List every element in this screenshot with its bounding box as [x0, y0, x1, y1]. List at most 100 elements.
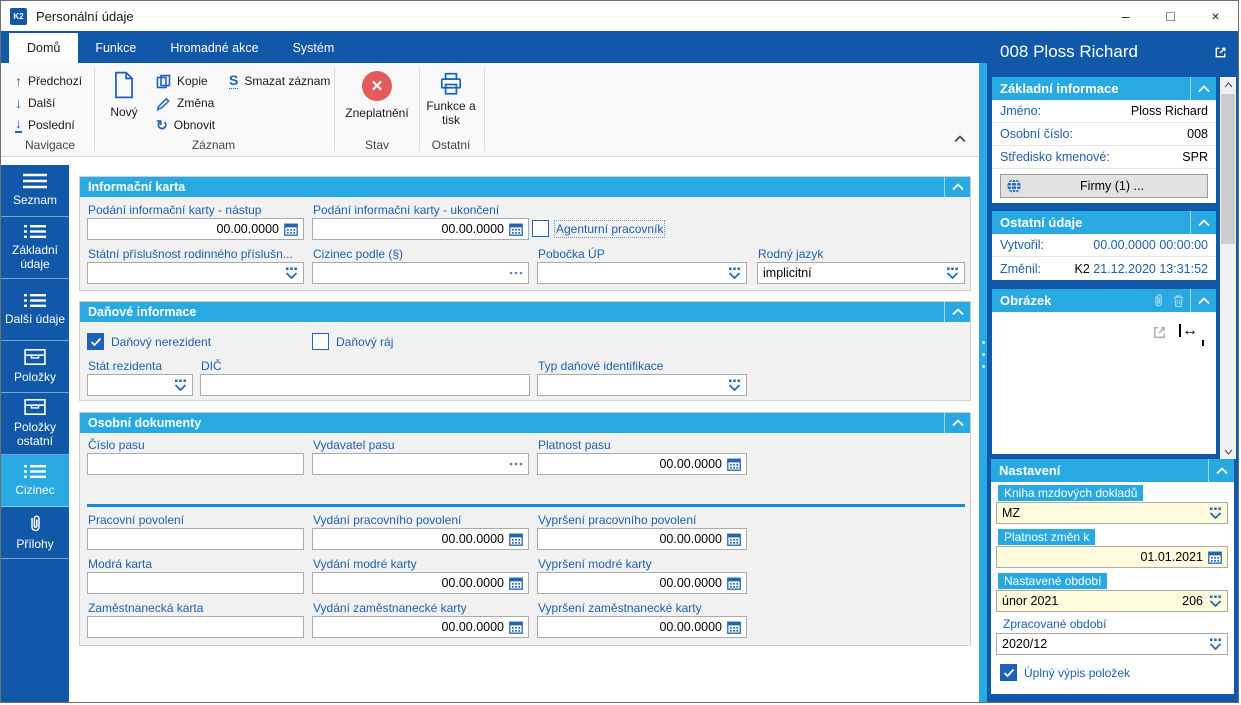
calendar-icon	[727, 621, 741, 634]
sidebar-item-polozky-ostatni[interactable]: Položky ostatní	[1, 393, 69, 455]
field-dic[interactable]	[200, 374, 530, 396]
info-row-stredisko: Středisko kmenové: SPR	[992, 146, 1216, 169]
tab-system[interactable]: Systém	[292, 41, 335, 55]
panel-scrollbar[interactable]	[1220, 77, 1236, 459]
functions-print-button[interactable]: Funkce a tisk	[422, 71, 480, 128]
field-typ-danove-identifikace[interactable]	[537, 374, 747, 396]
field-podani-ukonceni[interactable]: 00.00.0000	[312, 218, 529, 240]
collapse-chevron[interactable]	[1190, 211, 1216, 234]
collapse-chevron[interactable]	[1190, 289, 1216, 312]
field-zamestnanecka-karta[interactable]	[87, 616, 304, 638]
checkbox-danovy-raj[interactable]: Daňový ráj	[312, 333, 393, 350]
close-button[interactable]: ×	[1211, 8, 1220, 24]
copy-icon	[156, 74, 171, 88]
open-image-icon[interactable]	[1151, 324, 1168, 341]
new-button[interactable]: Nový	[101, 71, 147, 119]
section-header: Informační karta	[80, 177, 970, 197]
field-modra-karta[interactable]	[87, 572, 304, 594]
label-kniha-mzdovych-dokladu: Kniha mzdových dokladů	[998, 485, 1144, 501]
next-button[interactable]: ↓ Další	[15, 95, 56, 111]
field-platnost-zmen-k[interactable]: 01.01.2021	[996, 546, 1228, 568]
ellipsis-icon	[509, 271, 523, 275]
image-placeholder[interactable]: ↔	[992, 312, 1216, 454]
field-nastavene-obdobi[interactable]: únor 2021 206	[996, 590, 1228, 612]
field-platnost-pasu[interactable]: 00.00.0000	[537, 453, 747, 475]
panel-section-nastaveni: Nastavení Kniha mzdových dokladů MZ Plat…	[991, 459, 1234, 694]
change-button[interactable]: Změna	[156, 93, 214, 113]
tab-domu[interactable]: Domů	[9, 33, 79, 63]
previous-button[interactable]: ↑ Předchozí	[15, 73, 83, 89]
refresh-icon: ↻	[156, 117, 168, 133]
sidebar-item-zakladni-udaje[interactable]: Základní údaje	[1, 217, 69, 279]
field-pracovni-povoleni[interactable]	[87, 528, 304, 550]
field-statni-prislusnost[interactable]	[87, 262, 304, 284]
field-kniha-mzdovych-dokladu[interactable]: MZ	[996, 502, 1228, 524]
info-row-osobni-cislo: Osobní číslo: 008	[992, 123, 1216, 146]
field-cislo-pasu[interactable]	[87, 453, 304, 475]
checkbox-uplny-vypis-polozek[interactable]: Úplný výpis položek	[1000, 664, 1130, 681]
delete-image-icon[interactable]	[1172, 294, 1185, 308]
sidebar-item-cizinec[interactable]: Cizinec	[1, 455, 69, 507]
sidebar-item-seznam[interactable]: Seznam	[1, 165, 69, 217]
copy-button[interactable]: Kopie	[156, 71, 208, 91]
record-header: 008 Ploss Richard	[987, 31, 1238, 73]
sidebar-item-prilohy[interactable]: Přílohy	[1, 507, 69, 559]
field-vydani-modre-karty[interactable]: 00.00.0000	[312, 572, 529, 594]
field-cizinec-podle[interactable]	[312, 262, 529, 284]
resize-cursor-icon: ↔	[1179, 323, 1198, 339]
collapse-chevron[interactable]	[1190, 77, 1216, 100]
arrow-up-icon: ↑	[15, 73, 22, 89]
refresh-button[interactable]: ↻ Obnovit	[156, 117, 216, 133]
group-label-navigace: Navigace	[24, 138, 76, 152]
collapse-chevron[interactable]	[944, 177, 970, 197]
scrollbar-thumb[interactable]	[1221, 94, 1235, 244]
open-in-window-icon[interactable]	[1213, 45, 1228, 60]
field-pobocka-up[interactable]	[537, 262, 747, 284]
group-label-zaznam: Záznam	[191, 138, 236, 152]
scroll-down-arrow[interactable]	[1220, 444, 1236, 459]
collapse-chevron[interactable]	[944, 302, 970, 322]
group-label-stav: Stav	[364, 138, 389, 152]
invalidate-button[interactable]: ✕ Zneplatnění	[339, 71, 415, 120]
invalidate-icon: ✕	[362, 71, 392, 101]
field-vydani-pracovniho-povoleni[interactable]: 00.00.0000	[312, 528, 529, 550]
panel-splitter[interactable]	[979, 63, 987, 702]
label-zpracovane-obdobi: Zpracované období	[1003, 617, 1107, 631]
delete-record-button[interactable]: S Smazat záznam	[229, 71, 331, 90]
minimize-button[interactable]: –	[1121, 8, 1130, 24]
attach-image-icon[interactable]	[1152, 293, 1165, 308]
title-bar: K2 Personální údaje – □ ×	[1, 1, 1238, 31]
section-header: Osobní dokumenty	[80, 413, 970, 433]
arrow-down-icon: ↓	[15, 95, 22, 111]
field-rodny-jazyk[interactable]: implicitní	[757, 262, 965, 284]
field-vydani-zamestnanecke-karty[interactable]: 00.00.0000	[312, 616, 529, 638]
collapse-chevron[interactable]	[1208, 459, 1234, 482]
field-podani-nastup[interactable]: 00.00.0000	[87, 218, 304, 240]
panel-section-ostatni-udaje: Ostatní údaje Vytvořil: 00.00.0000 00:00…	[992, 211, 1216, 280]
sidebar-item-polozky[interactable]: Položky	[1, 341, 69, 393]
checkbox-danovy-nerezident[interactable]: Daňový nerezident	[87, 333, 211, 350]
tab-funkce[interactable]: Funkce	[95, 41, 137, 55]
pencil-icon	[156, 97, 170, 111]
field-vyprseni-pracovniho-povoleni[interactable]: 00.00.0000	[537, 528, 747, 550]
maximize-button[interactable]: □	[1166, 8, 1175, 24]
field-vydavatel-pasu[interactable]	[312, 453, 529, 475]
collapse-chevron[interactable]	[944, 413, 970, 433]
field-stat-rezidenta[interactable]	[87, 374, 193, 396]
dropdown-icon	[1209, 507, 1222, 519]
field-zpracovane-obdobi[interactable]: 2020/12	[996, 633, 1228, 655]
ribbon-collapse-chevron[interactable]	[953, 130, 967, 148]
paperclip-icon	[30, 515, 40, 531]
checkbox-agenturni-pracovnik[interactable]: Agenturní pracovník	[532, 219, 666, 238]
field-vyprseni-modre-karty[interactable]: 00.00.0000	[537, 572, 747, 594]
sidebar-item-dalsi-udaje[interactable]: Další údaje	[1, 279, 69, 341]
tab-hromadne-akce[interactable]: Hromadné akce	[170, 41, 259, 55]
scroll-up-arrow[interactable]	[1220, 77, 1236, 92]
last-button[interactable]: ↓ Poslední	[15, 115, 75, 133]
record-title: 008 Ploss Richard	[1000, 42, 1138, 61]
firmy-button[interactable]: Firmy (1) ...	[1000, 174, 1208, 198]
field-vyprseni-zamestnanecke-karty[interactable]: 00.00.0000	[537, 616, 747, 638]
dropdown-icon	[285, 267, 298, 279]
menu-icon	[23, 173, 47, 189]
calendar-icon	[727, 577, 741, 590]
